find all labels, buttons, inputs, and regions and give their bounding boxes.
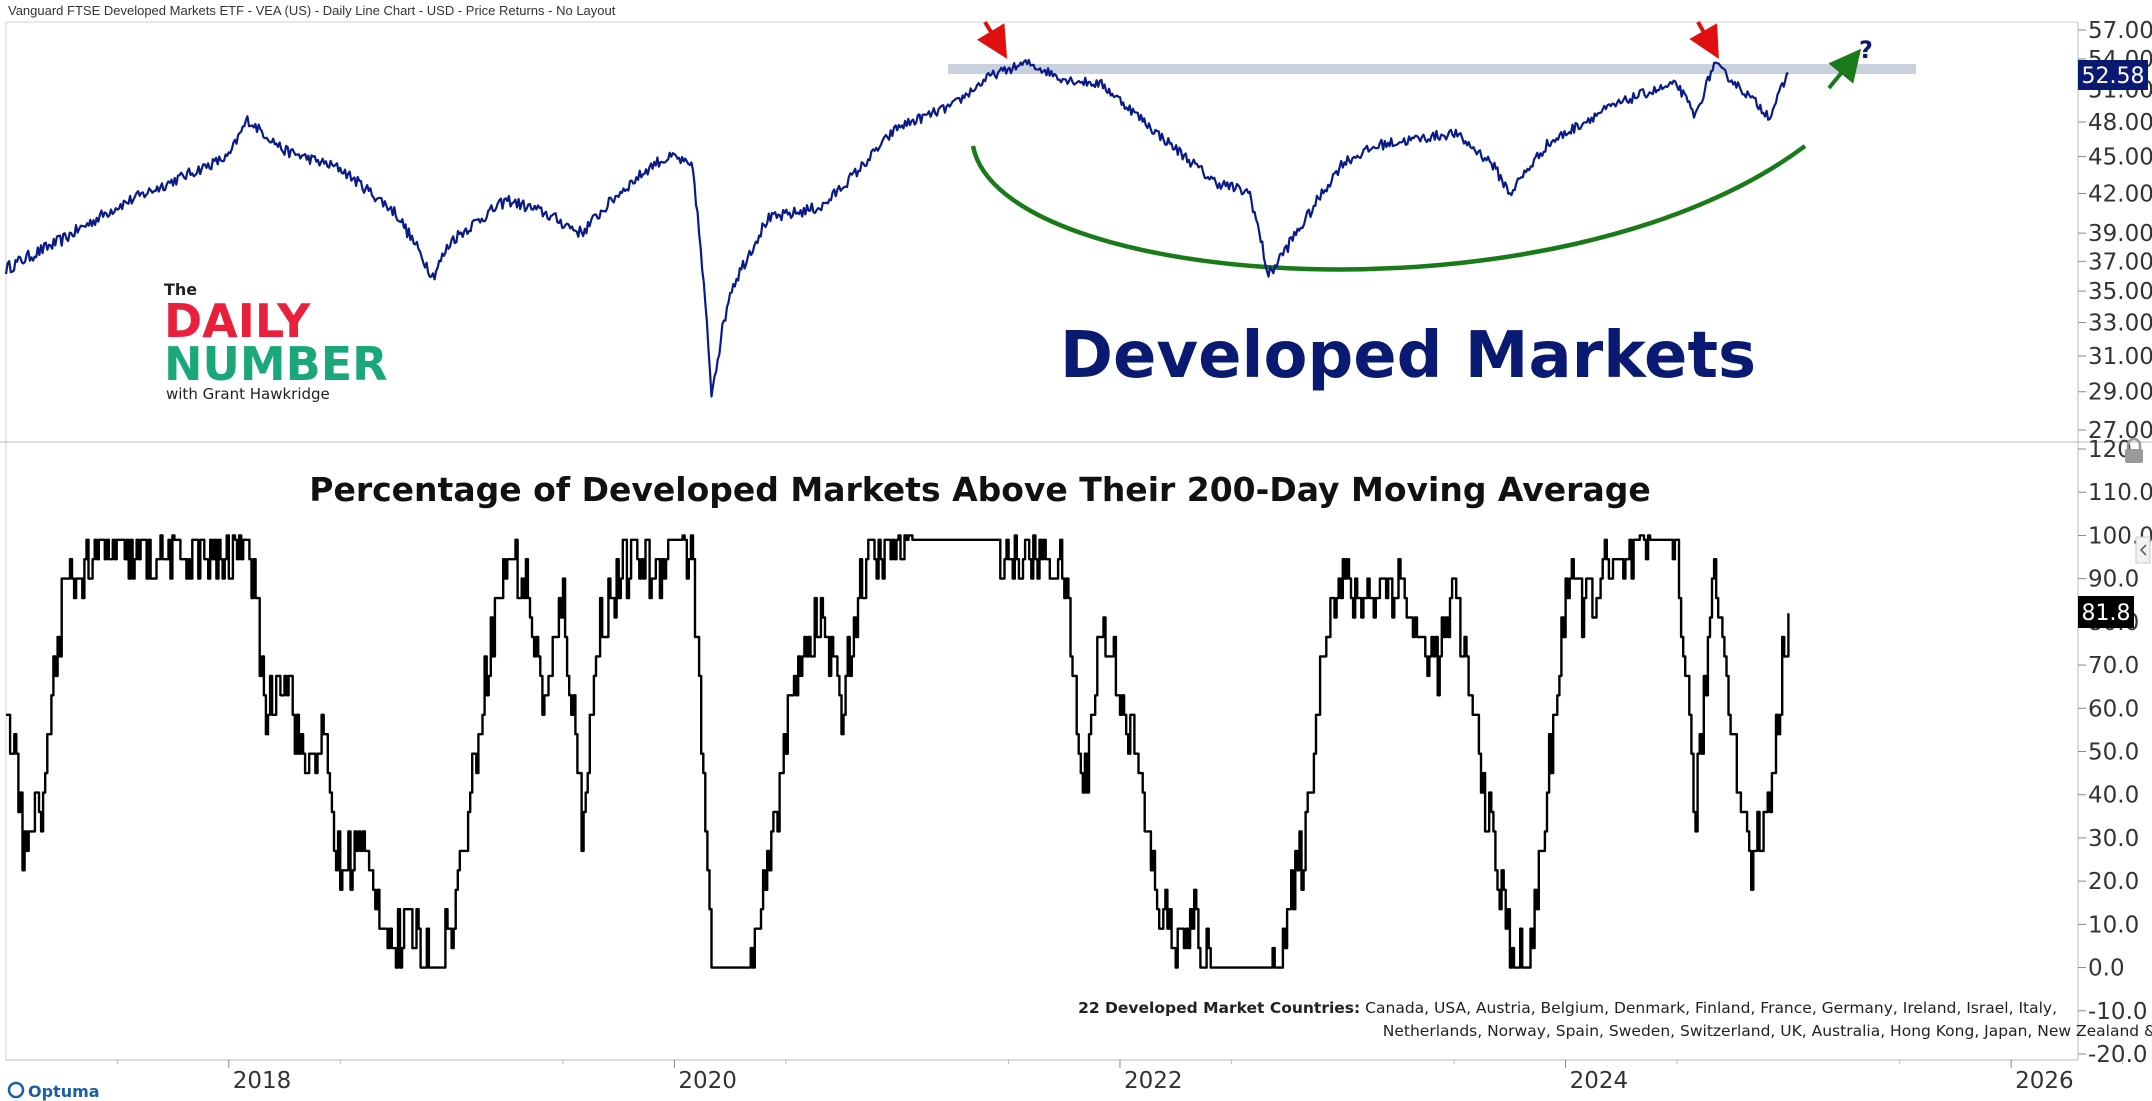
breadth-y-tick-label: 110.0 — [2088, 480, 2152, 506]
breadth-y-tick-label: 20.0 — [2088, 869, 2139, 895]
optuma-logo-icon — [7, 1081, 25, 1099]
footnote: 22 Developed Market Countries: Canada, U… — [1078, 999, 2152, 1040]
lock-icon[interactable] — [2125, 437, 2143, 463]
daily-number-logo: The DAILY NUMBER with Grant Hawkridge — [164, 280, 388, 403]
price-last-value-label: 52.58 — [2082, 64, 2145, 89]
breadth-chart-title: Percentage of Developed Markets Above Th… — [309, 470, 1650, 509]
breadth-series-line — [6, 534, 1790, 969]
breadth-pane[interactable]: -20.0 -10.0 0.0 10.0 20.0 30.0 40.0 50.0 60.0 70.… — [6, 437, 2152, 1068]
x-axis: 2018 2020 2022 2024 2026 — [116, 1060, 2124, 1094]
logo-number: NUMBER — [164, 337, 388, 391]
price-y-tick-label: 33.00 — [2088, 311, 2152, 337]
price-y-tick-label: 29.00 — [2088, 380, 2152, 406]
resistance-band — [948, 64, 1916, 74]
logo-the: The — [164, 280, 197, 299]
price-y-tick-label: 45.00 — [2088, 145, 2152, 171]
footnote-label: 22 Developed Market Countries: — [1078, 999, 1360, 1017]
chart-header-title: Vanguard FTSE Developed Markets ETF - VE… — [8, 3, 616, 18]
green-arrow-up — [1827, 48, 1862, 90]
price-last-value-box — [2078, 60, 2148, 90]
price-y-tick-label: 35.00 — [2088, 279, 2152, 305]
breadth-y-tick-label: -10.0 — [2088, 999, 2148, 1025]
x-year-label: 2018 — [233, 1068, 292, 1094]
price-series-line — [4, 58, 1789, 398]
breadth-y-tick-label: 90.0 — [2088, 567, 2139, 593]
breadth-y-tick-label: 120 — [2088, 437, 2132, 463]
breadth-y-tick-label: 30.0 — [2088, 826, 2139, 852]
logo-daily: DAILY — [164, 294, 311, 348]
breadth-y-tick-label: 10.0 — [2088, 912, 2139, 938]
rounding-bottom-arc — [970, 144, 1807, 272]
breadth-y-tick-label: 0.0 — [2088, 956, 2125, 982]
red-arrow-2024-peak — [1689, 21, 1719, 59]
breadth-y-tick-label: 40.0 — [2088, 783, 2139, 809]
x-year-label: 2022 — [1124, 1068, 1183, 1094]
breadth-last-value-label: 81.8 — [2082, 601, 2131, 626]
price-y-tick-label: 39.00 — [2088, 221, 2152, 247]
breadth-y-tick-label: 70.0 — [2088, 653, 2139, 679]
breadth-y-tick-label: -20.0 — [2088, 1042, 2148, 1068]
footnote-line-2: Netherlands, Norway, Spain, Sweden, Swit… — [1383, 1022, 2152, 1040]
breadth-y-axis: -20.0 -10.0 0.0 10.0 20.0 30.0 40.0 50.0 60.0 70.… — [2078, 437, 2152, 1068]
collapse-pane-icon[interactable] — [2135, 536, 2151, 564]
price-y-tick-label: 48.00 — [2088, 110, 2152, 136]
red-arrow-2021-peak — [976, 20, 1008, 59]
logo-byline: with Grant Hawkridge — [166, 385, 330, 403]
x-year-label: 2024 — [1570, 1068, 1629, 1094]
price-y-tick-label: 57.00 — [2088, 18, 2152, 44]
question-mark: ? — [1859, 36, 1873, 64]
optuma-label: Optuma — [28, 1082, 100, 1101]
breadth-y-tick-label: 60.0 — [2088, 696, 2139, 722]
x-year-label: 2026 — [2015, 1068, 2074, 1094]
price-chart-title: Developed Markets — [1060, 319, 1756, 393]
footnote-countries-1: Canada, USA, Austria, Belgium, Denmark, … — [1365, 999, 2057, 1017]
price-y-tick-label: 27.00 — [2088, 418, 2152, 444]
x-year-label: 2020 — [678, 1068, 737, 1094]
optuma-brand: Optuma — [7, 1081, 100, 1101]
price-y-tick-label: 31.00 — [2088, 344, 2152, 370]
footnote-line-1: 22 Developed Market Countries: Canada, U… — [1078, 999, 2057, 1017]
price-y-tick-label: 37.00 — [2088, 249, 2152, 275]
breadth-last-value-box — [2078, 596, 2134, 628]
breadth-y-tick-label: 50.0 — [2088, 740, 2139, 766]
price-y-tick-label: 42.00 — [2088, 181, 2152, 207]
